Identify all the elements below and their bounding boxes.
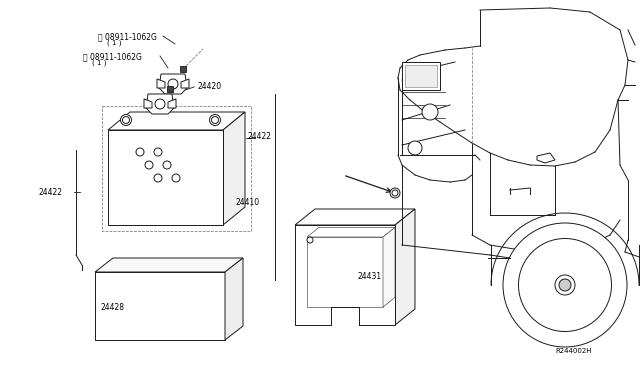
Circle shape bbox=[422, 104, 438, 120]
Bar bbox=[180, 66, 186, 72]
Polygon shape bbox=[146, 94, 174, 114]
Polygon shape bbox=[537, 153, 555, 163]
Polygon shape bbox=[395, 209, 415, 325]
Text: 24422: 24422 bbox=[248, 132, 272, 141]
Text: Ⓝ 08911-1062G: Ⓝ 08911-1062G bbox=[83, 52, 142, 61]
Bar bbox=[402, 62, 440, 90]
Circle shape bbox=[307, 237, 313, 243]
Polygon shape bbox=[95, 258, 243, 272]
Circle shape bbox=[559, 279, 571, 291]
Polygon shape bbox=[383, 227, 395, 307]
Text: 24431: 24431 bbox=[358, 272, 382, 281]
Text: ( 1 ): ( 1 ) bbox=[107, 39, 122, 45]
Polygon shape bbox=[223, 112, 245, 225]
Circle shape bbox=[136, 148, 144, 156]
Polygon shape bbox=[295, 209, 415, 225]
Text: R244002H: R244002H bbox=[555, 348, 591, 354]
Polygon shape bbox=[307, 237, 383, 307]
Circle shape bbox=[163, 161, 171, 169]
Circle shape bbox=[503, 223, 627, 347]
Circle shape bbox=[392, 190, 398, 196]
Polygon shape bbox=[307, 227, 395, 237]
Circle shape bbox=[120, 115, 131, 125]
Polygon shape bbox=[168, 99, 176, 108]
Circle shape bbox=[154, 148, 162, 156]
Polygon shape bbox=[157, 79, 165, 88]
Polygon shape bbox=[95, 272, 225, 340]
Text: Ⓝ 08911-1062G: Ⓝ 08911-1062G bbox=[98, 32, 157, 41]
Circle shape bbox=[209, 115, 221, 125]
Text: 24422: 24422 bbox=[38, 188, 62, 197]
Circle shape bbox=[122, 116, 129, 124]
Polygon shape bbox=[159, 74, 187, 94]
Text: 24420: 24420 bbox=[197, 82, 221, 91]
Polygon shape bbox=[144, 99, 152, 108]
Circle shape bbox=[390, 188, 400, 198]
Polygon shape bbox=[295, 225, 395, 325]
Circle shape bbox=[155, 99, 165, 109]
Circle shape bbox=[408, 141, 422, 155]
Circle shape bbox=[172, 174, 180, 182]
Text: 24428: 24428 bbox=[100, 303, 124, 312]
Circle shape bbox=[211, 116, 218, 124]
Polygon shape bbox=[181, 79, 189, 88]
Bar bbox=[331, 307, 359, 327]
Polygon shape bbox=[225, 258, 243, 340]
Polygon shape bbox=[108, 112, 245, 130]
Polygon shape bbox=[108, 130, 223, 225]
Circle shape bbox=[145, 161, 153, 169]
Bar bbox=[167, 86, 173, 92]
Text: 24410: 24410 bbox=[235, 198, 259, 207]
Circle shape bbox=[555, 275, 575, 295]
Bar bbox=[405, 65, 437, 87]
Text: ( 1 ): ( 1 ) bbox=[92, 59, 106, 65]
Circle shape bbox=[518, 238, 611, 331]
Circle shape bbox=[168, 79, 178, 89]
Circle shape bbox=[154, 174, 162, 182]
